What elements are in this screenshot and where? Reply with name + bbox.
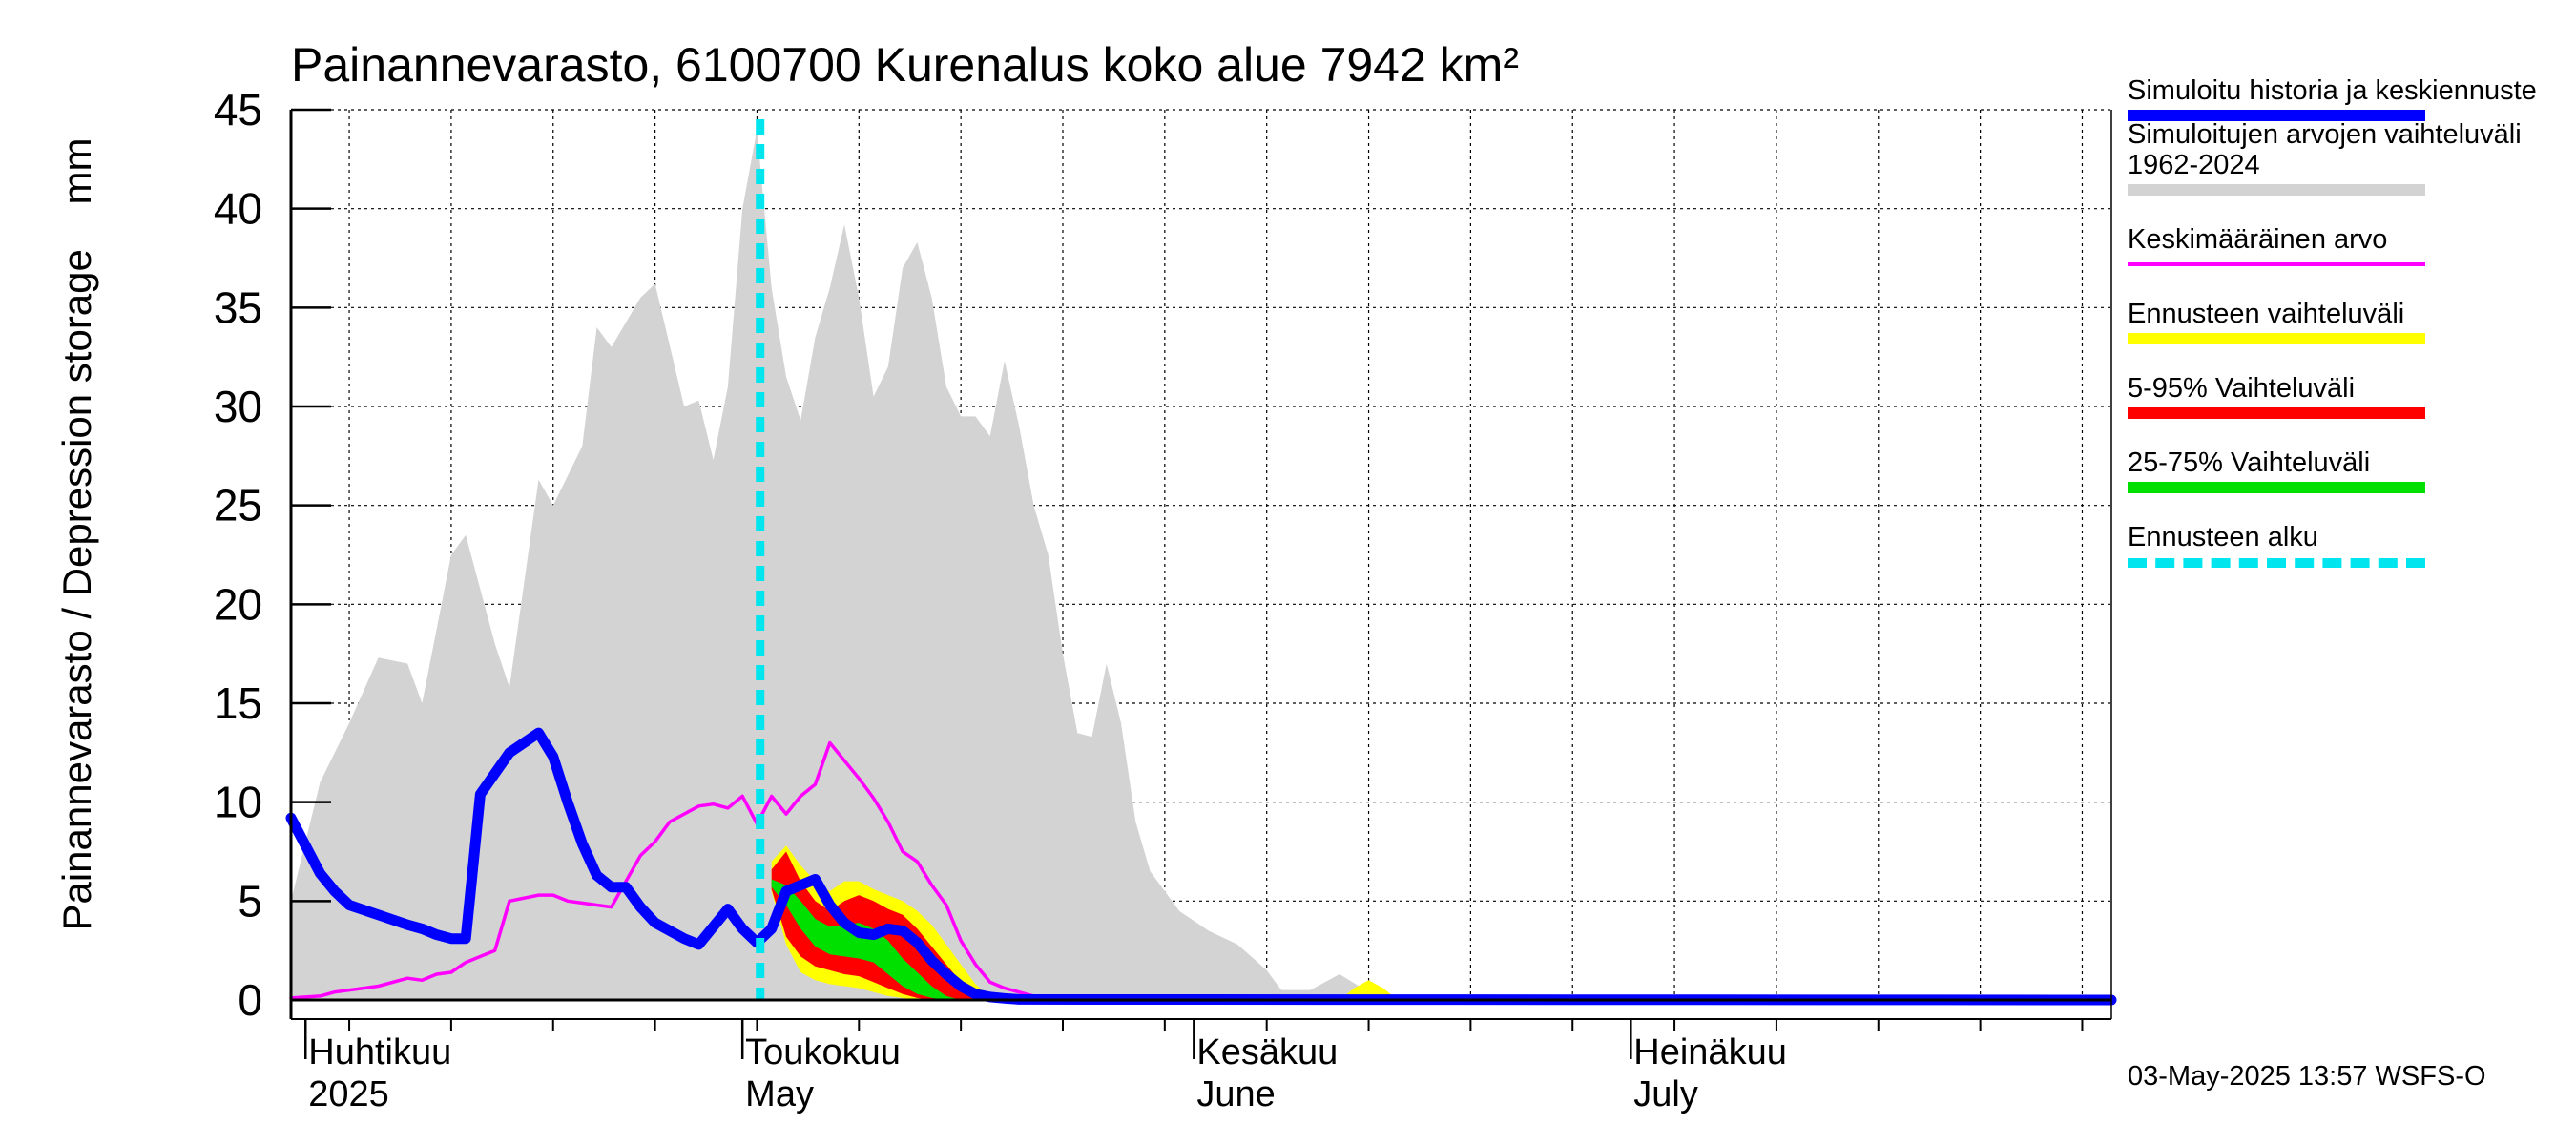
legend-label: Keskimääräinen arvo: [2128, 224, 2388, 255]
legend-item: Keskimääräinen arvo: [2128, 201, 2547, 276]
legend-item: 5-95% Vaihteluväli: [2128, 350, 2547, 425]
legend-swatch: [2128, 184, 2425, 196]
line-simuloitu-historia-ja-keskiennuste: [285, 727, 2117, 1006]
legend-label: Ennusteen vaihteluväli: [2128, 299, 2405, 329]
y-tick-label: 25: [214, 481, 262, 531]
y-tick-label: 15: [214, 678, 262, 728]
x-month-label-fi: Huhtikuu: [308, 1032, 451, 1072]
chart-title: Painannevarasto, 6100700 Kurenalus koko …: [291, 38, 1519, 92]
y-tick-label: 0: [238, 975, 262, 1025]
y-tick-label: 20: [214, 579, 262, 629]
legend-swatch: [2128, 262, 2425, 266]
legend-swatch: [2128, 482, 2425, 493]
axes: 051015202530354045Huhtikuu2025ToukokuuMa…: [214, 85, 2112, 1114]
y-tick-label: 5: [238, 876, 262, 926]
legend-item: 25-75% Vaihteluväli: [2128, 425, 2547, 499]
x-month-label-fi: Kesäkuu: [1196, 1032, 1338, 1072]
y-tick-label: 30: [214, 382, 262, 431]
x-month-label-fi: Toukokuu: [745, 1032, 901, 1072]
legend-swatch: [2128, 110, 2425, 121]
y-tick-label: 40: [214, 184, 262, 234]
y-tick-label: 35: [214, 282, 262, 332]
legend-label: Simuloitu historia ja keskiennuste: [2128, 75, 2537, 106]
y-tick-label: 10: [214, 778, 262, 827]
y-tick-label: 45: [214, 85, 262, 135]
legend-item: Ennusteen alku: [2128, 499, 2547, 573]
legend: Simuloitu historia ja keskiennuste Simulo…: [2128, 52, 2547, 573]
x-month-label-en: June: [1196, 1074, 1275, 1114]
lines: [285, 119, 2117, 1006]
legend-swatch: [2128, 558, 2425, 568]
legend-label: Simuloitujen arvojen vaihteluväli 1962-2…: [2128, 119, 2522, 180]
legend-swatch: [2128, 333, 2425, 344]
legend-item: Simuloitu historia ja keskiennuste: [2128, 52, 2547, 127]
x-month-label-en: 2025: [308, 1074, 389, 1114]
legend-swatch: [2128, 407, 2425, 419]
line-keskim-r-inen-arvo: [289, 740, 2113, 1002]
legend-item: Ennusteen vaihteluväli: [2128, 276, 2547, 350]
timestamp-footer: 03-May-2025 13:57 WSFS-O: [2128, 1061, 2486, 1092]
legend-label: 25-75% Vaihteluväli: [2128, 448, 2371, 478]
legend-item: Simuloitujen arvojen vaihteluväli 1962-2…: [2128, 119, 2547, 201]
x-month-label-en: May: [745, 1074, 814, 1114]
legend-label: 5-95% Vaihteluväli: [2128, 373, 2356, 404]
band-simuloitujen-arvojen-vaihteluv-li-1962-2024: [291, 129, 2111, 1000]
x-month-label-fi: Heinäkuu: [1633, 1032, 1787, 1072]
legend-label: Ennusteen alku: [2128, 522, 2318, 552]
bands: [291, 129, 2112, 1000]
y-axis-label: Painannevarasto / Depression storage mm: [54, 137, 99, 930]
x-month-label-en: July: [1633, 1074, 1698, 1114]
